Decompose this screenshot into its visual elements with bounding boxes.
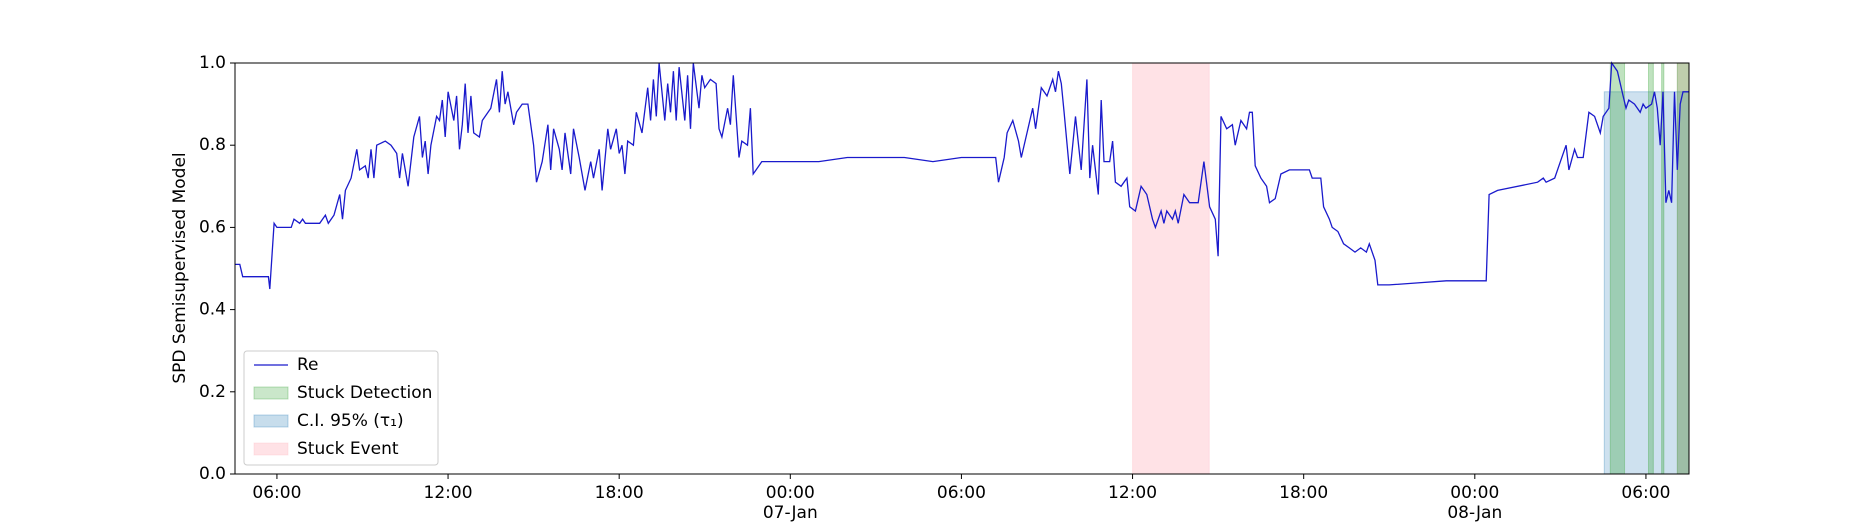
shaded-span xyxy=(1132,62,1210,475)
x-tick-label: 06:00 xyxy=(936,483,986,503)
legend-box xyxy=(243,350,439,466)
x-tick-label: 00:00 07-Jan 1900 xyxy=(762,483,818,525)
y-tick-label: 0.0 xyxy=(199,464,226,484)
legend-label: Stuck Event xyxy=(297,439,399,459)
legend-label: C.I. 95% (τ₁) xyxy=(297,411,404,431)
shaded-span xyxy=(1609,62,1626,475)
shaded-span xyxy=(1648,62,1654,475)
legend: Re Stuck Detection C.I. 95% (τ₁) Stuck Even… xyxy=(243,350,439,466)
legend-swatch xyxy=(253,414,289,428)
y-axis-label: SPD Semisupervised Model xyxy=(170,152,190,383)
x-tick-label: 06:00 xyxy=(1621,483,1671,503)
x-tick-label: 18:00 xyxy=(1279,483,1329,503)
y-tick-label: 0.2 xyxy=(199,382,226,402)
y-tick-label: 0.6 xyxy=(199,217,226,237)
plot-frame xyxy=(234,62,1690,475)
legend-label: Re xyxy=(297,355,319,375)
y-tick-label: 1.0 xyxy=(199,53,226,73)
x-tick-label: 18:00 xyxy=(594,483,644,503)
x-tick-label: 00:00 08-Jan xyxy=(1447,483,1503,523)
data-line xyxy=(235,61,1689,290)
y-tick-label: 0.8 xyxy=(199,135,226,155)
x-tick-label: 12:00 xyxy=(1108,483,1158,503)
legend-label: Stuck Detection xyxy=(297,383,432,403)
legend-swatch xyxy=(253,386,289,400)
x-tick-label: 06:00 xyxy=(252,483,302,503)
x-tick-label: 12:00 xyxy=(423,483,473,503)
legend-swatch xyxy=(253,442,289,456)
y-tick-label: 0.4 xyxy=(199,300,226,320)
